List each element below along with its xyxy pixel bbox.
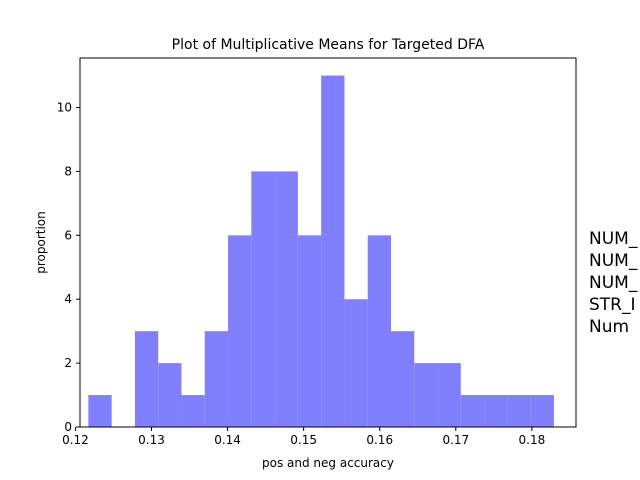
- y-axis-ticks: 0 2 4 6 8 10: [57, 101, 80, 434]
- histogram-bar: [437, 363, 461, 427]
- histogram-bar: [507, 395, 531, 427]
- histogram-bar: [344, 299, 368, 427]
- x-axis-ticks: 0.12 0.13 0.14 0.15 0.16 0.17 0.18: [62, 427, 545, 447]
- histogram-bar: [228, 235, 252, 427]
- x-tick-label: 0.18: [519, 433, 546, 447]
- side-annotation-line: NUM_: [589, 229, 638, 249]
- histogram-bar: [88, 395, 112, 427]
- x-tick-label: 0.15: [290, 433, 317, 447]
- side-annotation-line: Num: [589, 317, 629, 337]
- x-tick-label: 0.14: [214, 433, 241, 447]
- x-tick-label: 0.12: [62, 433, 89, 447]
- histogram-bar: [367, 235, 391, 427]
- y-tick-label: 2: [64, 356, 72, 370]
- chart-title: Plot of Multiplicative Means for Targete…: [172, 37, 485, 53]
- side-annotation-line: STR_I: [589, 295, 636, 315]
- histogram-bar: [181, 395, 205, 427]
- histogram-bar: [297, 235, 322, 427]
- histogram-bar: [390, 331, 415, 427]
- y-tick-label: 10: [57, 101, 72, 115]
- side-annotation-line: NUM_: [589, 273, 638, 293]
- histogram-bar: [484, 395, 508, 427]
- histogram-bar: [414, 363, 438, 427]
- y-axis-label: proportion: [34, 211, 48, 274]
- histogram-bar: [460, 395, 485, 427]
- axes-frame: [79, 57, 577, 428]
- histogram-bar: [204, 331, 229, 427]
- histogram-bar: [274, 171, 298, 427]
- side-annotation-line: NUM_: [589, 251, 638, 271]
- x-tick-label: 0.13: [138, 433, 165, 447]
- histogram-bars: [88, 75, 554, 428]
- x-tick-label: 0.16: [366, 433, 393, 447]
- x-axis-label: pos and neg accuracy: [262, 456, 394, 470]
- histogram-bar: [530, 395, 554, 427]
- y-tick-label: 6: [64, 228, 72, 242]
- histogram-bar: [158, 363, 182, 427]
- x-tick-label: 0.17: [442, 433, 469, 447]
- histogram-bar: [134, 331, 159, 427]
- histogram-bar: [251, 171, 275, 427]
- y-tick-label: 0: [64, 420, 72, 434]
- y-tick-label: 4: [64, 292, 72, 306]
- y-tick-label: 8: [64, 164, 72, 178]
- histogram-bar: [321, 75, 345, 428]
